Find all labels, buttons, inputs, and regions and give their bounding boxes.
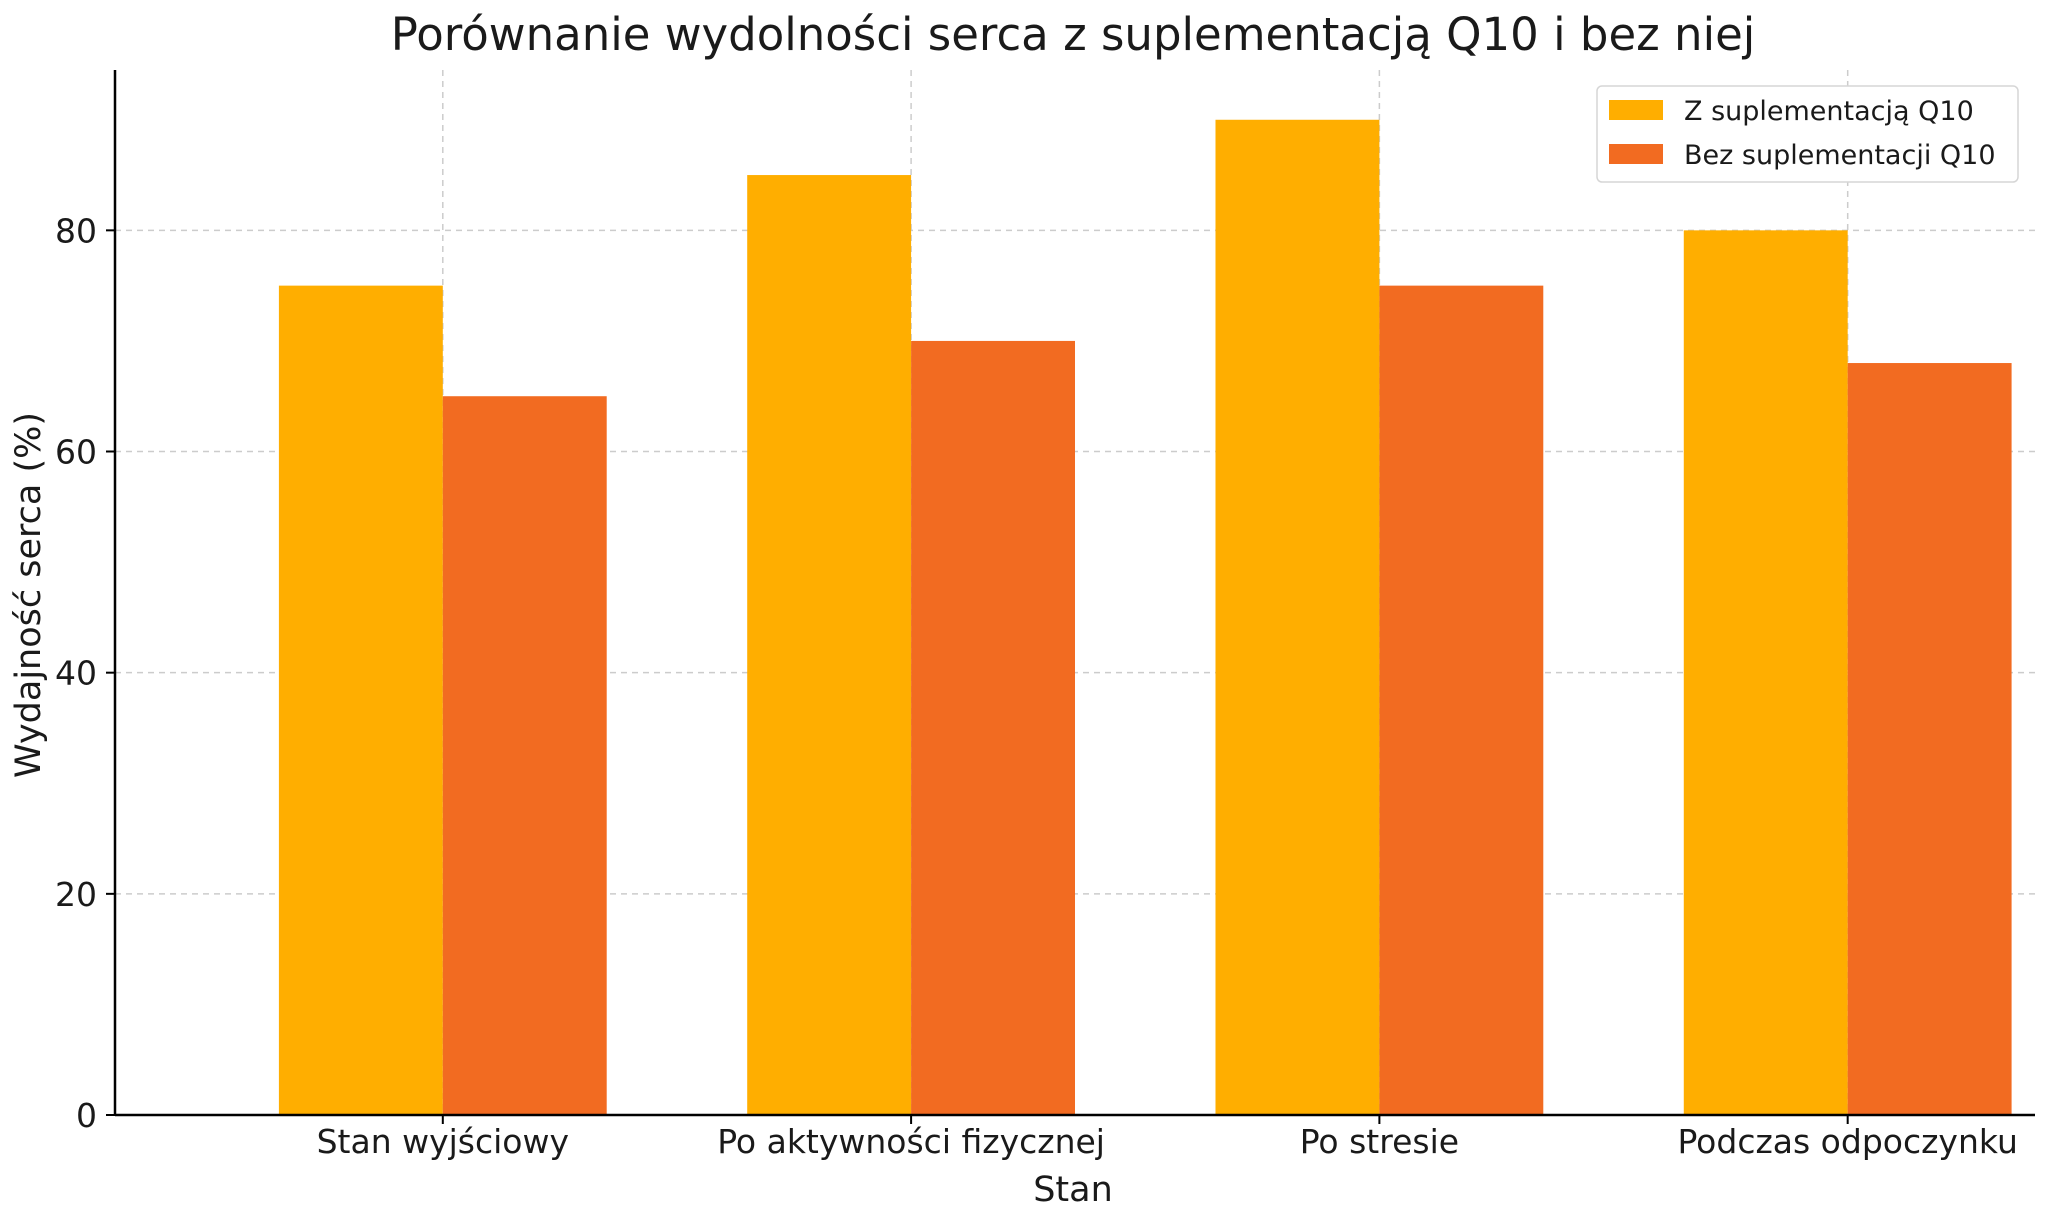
x-tick-label: Podczas odpoczynku [1677, 1122, 2017, 1161]
y-tick-label: 60 [55, 433, 97, 472]
y-axis-label: Wydajność serca (%) [9, 412, 49, 778]
bar-without-q10 [442, 396, 607, 1115]
x-axis-label: Stan [1033, 1170, 1113, 1210]
chart-title: Porównanie wydolności serca z suplementa… [391, 8, 1756, 61]
y-tick-label: 40 [55, 654, 97, 693]
bar-with-q10 [278, 285, 443, 1116]
bar-without-q10 [1847, 363, 2012, 1115]
bar-without-q10 [1379, 285, 1544, 1116]
bar-without-q10 [911, 340, 1075, 1116]
legend-swatch [1609, 100, 1663, 120]
y-tick-label: 0 [76, 1096, 97, 1135]
x-tick-label: Stan wyjściowy [317, 1122, 569, 1161]
bars [278, 119, 2012, 1116]
legend: Z suplementacją Q10 Bez suplementacji Q10 [1596, 85, 2019, 183]
x-tick-label: Po stresie [1300, 1122, 1459, 1161]
bar-with-q10 [1683, 230, 1848, 1115]
y-tick-label: 20 [55, 875, 97, 914]
tick-labels: 0 20 40 60 80 Stan wyjściowy Po aktywności fiz… [55, 211, 2018, 1161]
legend-box [1596, 85, 2019, 183]
y-tick-label: 80 [55, 211, 97, 250]
x-tick-label: Po aktywności fizycznej [717, 1122, 1105, 1161]
legend-label: Bez suplementacji Q10 [1684, 140, 1996, 171]
legend-swatch [1609, 144, 1663, 164]
bar-with-q10 [1215, 119, 1380, 1115]
axes [106, 70, 2035, 1124]
legend-label: Z suplementacją Q10 [1684, 96, 1974, 127]
bar-with-q10 [747, 175, 912, 1115]
